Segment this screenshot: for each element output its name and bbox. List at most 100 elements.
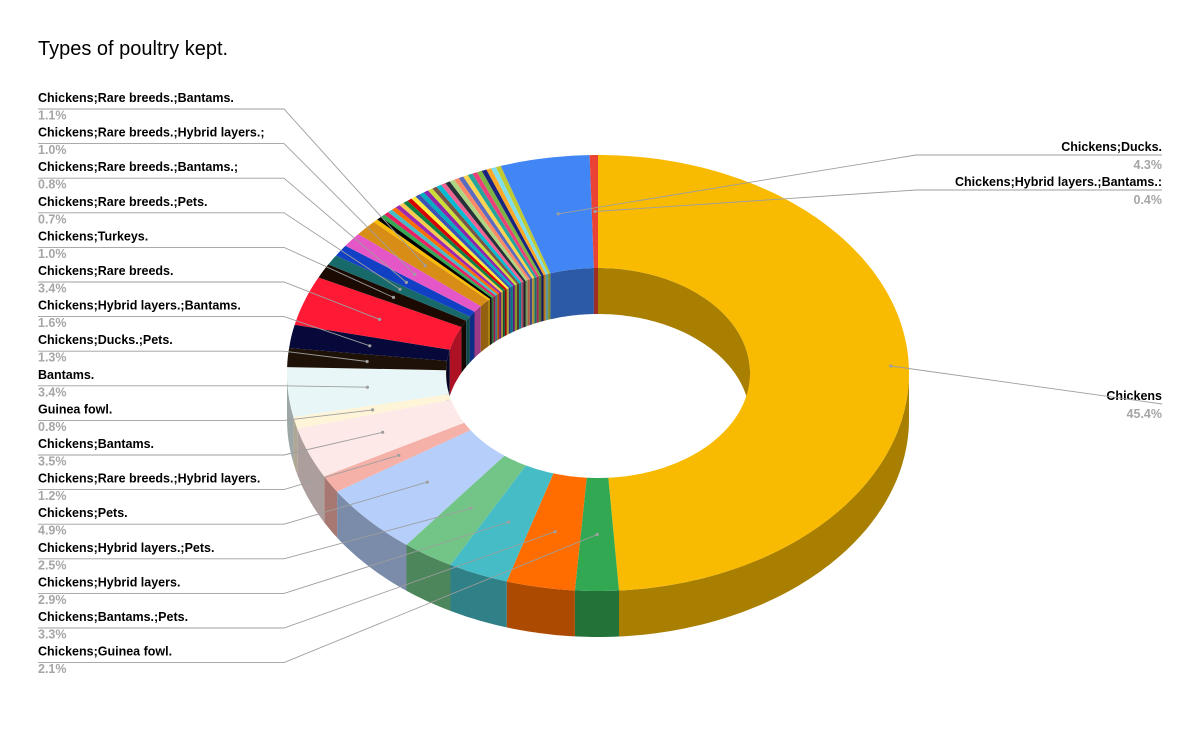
slice-side-inner — [510, 286, 513, 333]
slice-label-name: Chickens;Ducks. — [1061, 140, 1162, 154]
slice-side-inner — [466, 316, 470, 367]
leader-dot — [381, 430, 385, 434]
thin-slice — [399, 202, 503, 293]
leader-dot — [553, 530, 557, 534]
slice-side-outer — [506, 581, 575, 637]
slice-label-name: Chickens;Turkeys. — [38, 229, 148, 243]
slice-label-name: Chickens;Hybrid layers. — [38, 575, 180, 589]
leader-dot — [595, 532, 599, 537]
slice-label-name: Chickens;Rare breeds.;Pets. — [38, 195, 208, 209]
thin-slice — [403, 200, 505, 292]
chart-title: Types of poultry kept. — [38, 38, 229, 60]
slice-side-inner — [529, 278, 533, 326]
slice-top — [406, 455, 526, 565]
slice-label-percent: 3.4% — [38, 282, 67, 296]
leader-line — [38, 246, 394, 298]
slice-label-name: Chickens;Pets. — [38, 506, 128, 520]
donut-side-walls — [287, 268, 909, 637]
slice-side-inner — [593, 268, 598, 314]
slice-side-inner — [517, 283, 520, 331]
slice-label-percent: 0.8% — [38, 178, 67, 192]
thin-slice — [481, 169, 544, 276]
slice-top — [598, 155, 909, 591]
slice-label-percent: 0.4% — [1134, 193, 1163, 207]
slice-side-inner — [488, 299, 491, 347]
slice-side-inner — [499, 292, 501, 340]
slice-label-name: Chickens;Rare breeds.;Hybrid layers. — [38, 472, 260, 486]
slice-label-percent: 1.6% — [38, 316, 67, 330]
slice-side-inner — [469, 311, 475, 363]
slice-top — [297, 399, 465, 477]
thin-slice — [495, 165, 551, 274]
slice-side-inner — [519, 282, 522, 330]
slice-side-inner — [504, 289, 507, 336]
slice-label-percent: 2.9% — [38, 593, 67, 607]
slice-side-inner — [474, 306, 481, 358]
slice-label-name: Chickens;Hybrid layers.;Pets. — [38, 541, 214, 555]
slice-label-percent: 0.8% — [38, 420, 67, 434]
slice-side-inner — [523, 280, 526, 328]
slice-label-name: Chickens;Bantams. — [38, 437, 154, 451]
thin-slice — [467, 173, 537, 278]
slice-top — [289, 324, 450, 361]
slice-label-name: Guinea fowl. — [38, 402, 112, 416]
slice-label-percent: 3.4% — [38, 385, 67, 399]
slice-side-inner — [550, 268, 594, 320]
thin-slice — [411, 196, 509, 289]
slice-side-outer — [324, 476, 338, 538]
slice-label-name: Chickens;Rare breeds.;Bantams. — [38, 91, 234, 105]
slice-top — [500, 155, 594, 274]
leader-dot — [365, 359, 369, 364]
slice-label-percent: 1.3% — [38, 351, 67, 365]
slice-label-percent: 1.0% — [38, 143, 67, 157]
slice-side-inner — [497, 293, 500, 341]
leader-line — [38, 108, 426, 266]
leader-dot — [397, 453, 401, 457]
slice-label-name: Chickens;Hybrid layers.;Bantams. — [38, 299, 241, 313]
slice-side-inner — [501, 291, 503, 339]
leader-line — [38, 212, 401, 290]
thin-slice — [407, 198, 507, 290]
thin-slice — [377, 217, 492, 300]
thin-slice — [395, 205, 501, 294]
thin-slice — [472, 172, 539, 277]
leader-line — [38, 143, 416, 275]
leader-dot — [593, 209, 597, 214]
leader-line — [38, 454, 399, 491]
slice-label-percent: 1.1% — [38, 109, 67, 123]
slice-side-inner — [502, 290, 505, 338]
leader-line — [38, 507, 472, 560]
thin-slice — [388, 209, 498, 296]
slice-label-name: Chickens — [1106, 389, 1162, 403]
leader-line — [38, 431, 383, 456]
slice-label-name: Bantams. — [38, 368, 94, 382]
slice-side-outer — [574, 590, 619, 637]
leader-line — [558, 154, 1162, 215]
slice-side-outer — [337, 491, 407, 591]
slice-side-outer — [406, 544, 451, 611]
donut-top-faces — [287, 155, 909, 591]
thin-slice — [486, 168, 546, 275]
slice-label-percent: 3.3% — [38, 628, 67, 642]
slice-label-percent: 45.4% — [1127, 407, 1162, 421]
slice-side-inner — [534, 276, 537, 324]
slice-side-outer — [297, 428, 325, 523]
leader-line — [38, 481, 428, 525]
slice-label-percent: 3.5% — [38, 455, 67, 469]
leader-dot — [391, 295, 396, 299]
thin-slice — [440, 183, 524, 283]
leader-line — [890, 365, 1163, 405]
slice-top — [324, 422, 471, 492]
slice-label-name: Chickens;Hybrid layers.;Bantams.: — [955, 175, 1162, 189]
slice-side-inner — [449, 327, 462, 396]
slice-side-outer — [450, 564, 507, 628]
leader-line — [594, 189, 1162, 212]
leader-dot — [889, 364, 893, 368]
leader-line — [38, 385, 368, 388]
slice-label-name: Chickens;Bantams.;Pets. — [38, 610, 188, 624]
thin-slice — [436, 184, 522, 284]
slice-top — [450, 465, 554, 582]
leader-dot — [368, 344, 372, 348]
leader-dot — [404, 280, 408, 284]
